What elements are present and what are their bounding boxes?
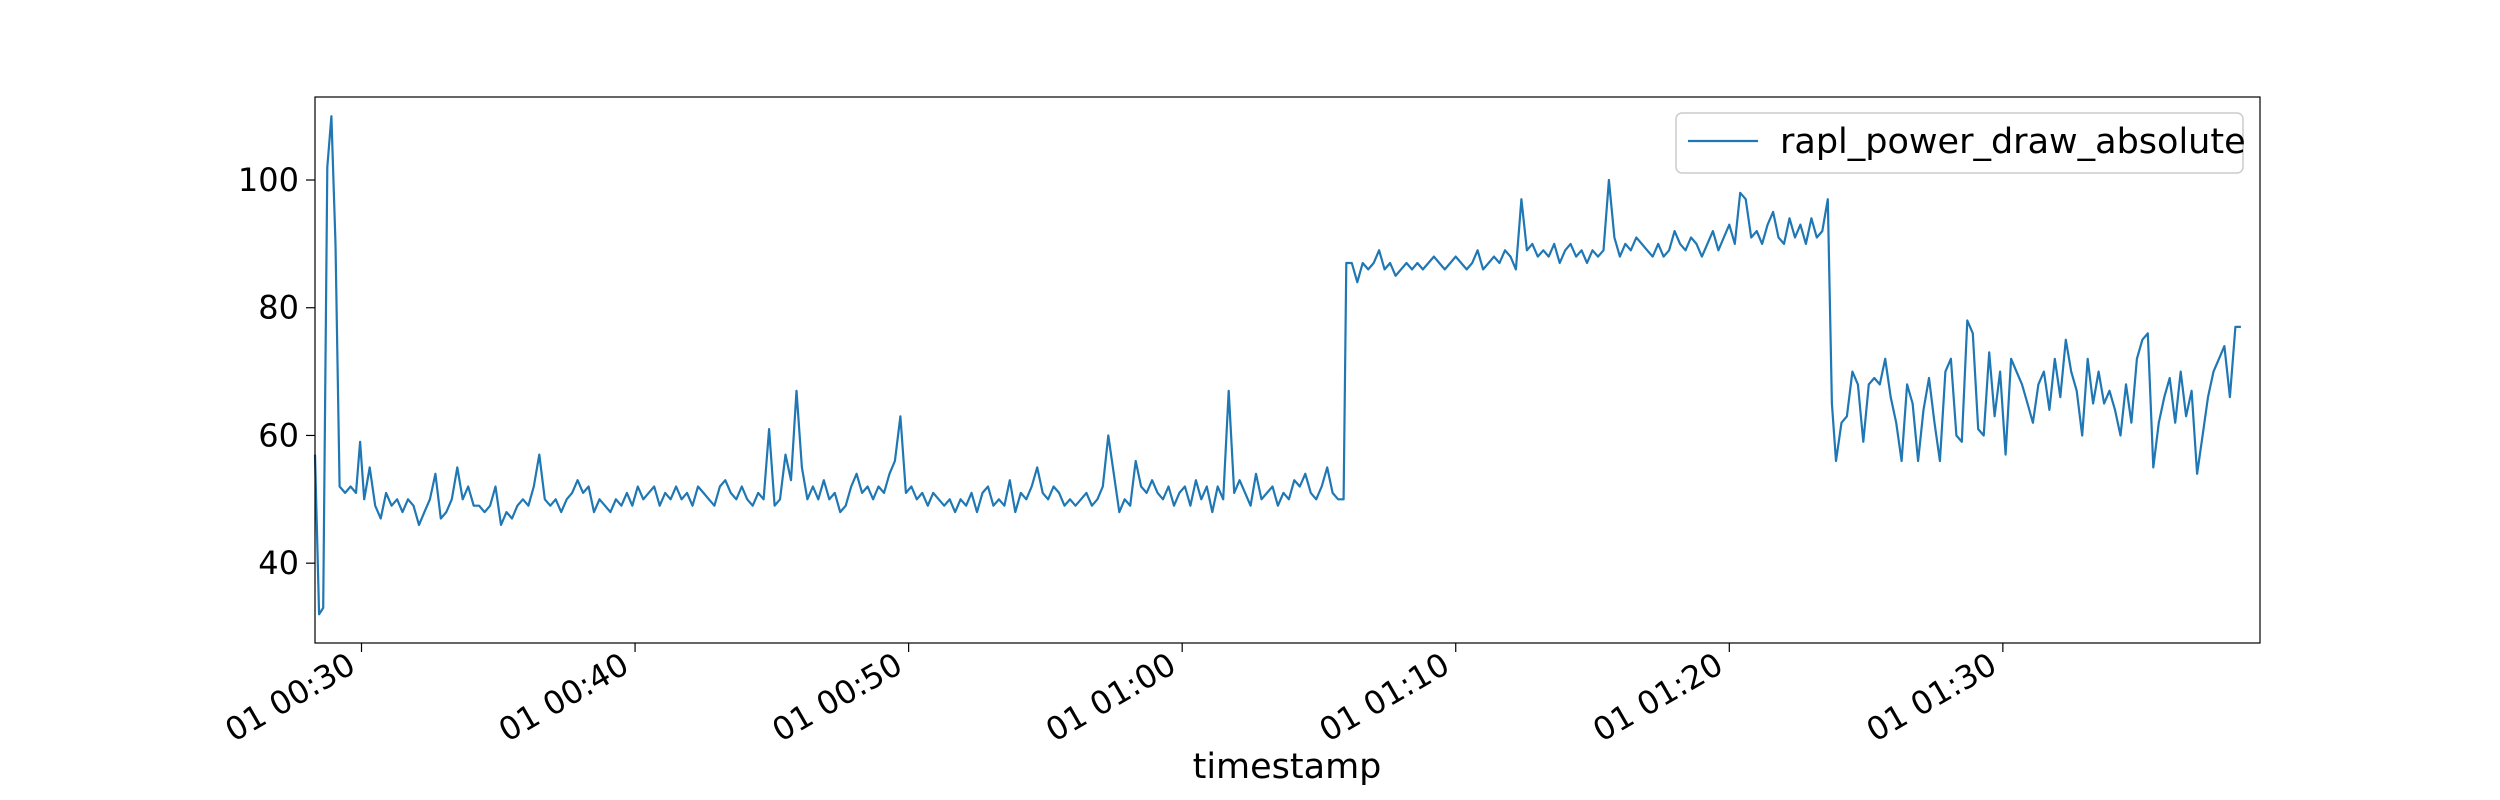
x-tick-label: 01 00:50 [766,645,909,749]
y-tick-label: 40 [258,544,299,582]
x-tick-label: 01 01:00 [1039,645,1182,749]
y-tick-label: 80 [258,289,299,327]
x-tick-label: 01 00:30 [219,645,362,749]
y-tick-label: 100 [238,161,299,199]
x-tick-label: 01 00:40 [492,645,635,749]
series-line-0 [313,115,2241,616]
plot-area-frame [314,96,2261,644]
x-tick-label: 01 01:30 [1860,645,2003,749]
legend-box [1675,112,2244,174]
legend: rapl_power_draw_absolute [1675,112,2246,174]
x-tick-label: 01 01:10 [1313,645,1456,749]
legend-label: rapl_power_draw_absolute [1780,122,2246,162]
y-tick-label: 60 [258,416,299,454]
series-layer [313,115,2241,616]
x-tick-label: 01 01:20 [1586,645,1729,749]
x-axis-title: timestamp [1193,747,1382,787]
plot-area-background [315,97,2260,643]
y-axis-ticks: 40 60 80 100 [238,161,315,582]
x-axis-ticks: 01 00:30 01 00:40 01 00:50 01 01:00 01 01:10… [219,643,2004,749]
